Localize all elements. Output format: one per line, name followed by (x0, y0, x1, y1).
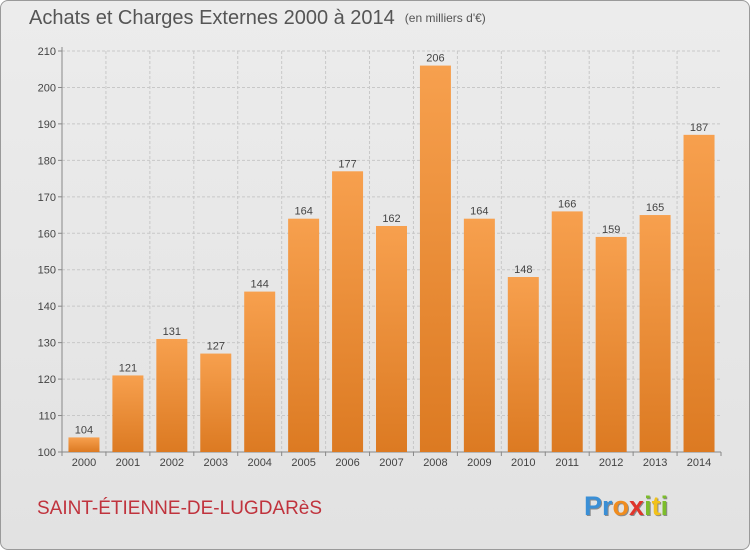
y-tick-label: 170 (38, 192, 56, 204)
chart-title-block: Achats et Charges Externes 2000 à 2014 (e… (29, 7, 486, 30)
y-tick-label: 130 (38, 338, 56, 350)
proxiti-logo[interactable]: Proxiti (584, 491, 668, 522)
x-tick-label: 2007 (379, 457, 403, 469)
bar (332, 171, 364, 453)
bar-value-label: 165 (646, 202, 664, 214)
y-tick-label: 100 (38, 447, 56, 459)
bar (595, 236, 627, 452)
x-tick-label: 2014 (687, 457, 711, 469)
bars (68, 65, 715, 453)
logo-letter: i (644, 491, 652, 521)
bar-value-label: 164 (470, 206, 488, 218)
bar-value-label: 162 (382, 213, 400, 225)
bar (68, 437, 100, 452)
y-tick-label: 150 (38, 265, 56, 277)
bar-value-label: 121 (119, 362, 137, 374)
logo-letter: t (651, 491, 661, 521)
bar (200, 353, 232, 452)
location-name: SAINT-ÉTIENNE-DE-LUGDARèS (37, 498, 323, 519)
x-tick-label: 2005 (291, 457, 315, 469)
x-tick-label: 2006 (335, 457, 359, 469)
y-tick-label: 120 (38, 374, 56, 386)
bar-value-label: 131 (163, 326, 181, 338)
x-tick-label: 2008 (423, 457, 447, 469)
y-tick-label: 110 (38, 411, 56, 423)
bar (244, 291, 276, 452)
y-tick-label: 190 (38, 119, 56, 131)
logo-letter: x (629, 491, 645, 521)
y-tick-label: 140 (38, 301, 56, 313)
bar (419, 65, 451, 452)
chart-subtitle: (en milliers d'€) (404, 11, 486, 25)
bar-value-label: 206 (426, 53, 444, 65)
y-tick-label: 210 (38, 46, 56, 58)
bar-value-label: 187 (690, 122, 708, 134)
x-tick-label: 2004 (247, 457, 271, 469)
bar (507, 277, 539, 452)
x-tick-label: 2009 (467, 457, 491, 469)
bar (376, 225, 407, 452)
logo-letter: i (660, 491, 669, 521)
bar-value-label: 144 (251, 279, 269, 291)
y-tick-label: 160 (38, 228, 56, 240)
x-tick-label: 2010 (511, 457, 535, 469)
y-tick-label: 180 (38, 155, 56, 167)
bar (683, 134, 715, 452)
bar (112, 375, 144, 452)
x-tick-label: 2001 (116, 457, 140, 469)
x-tick-label: 2000 (72, 457, 96, 469)
logo-letter: P (584, 491, 603, 521)
gridlines (62, 50, 721, 452)
bar-value-label: 177 (338, 158, 356, 170)
bar-value-label: 164 (294, 206, 312, 218)
bar-value-label: 127 (207, 341, 225, 353)
x-tick-label: 2011 (555, 457, 579, 469)
bar-value-label: 148 (514, 264, 532, 276)
logo-letter: r (602, 491, 613, 521)
x-tick-label: 2003 (204, 457, 228, 469)
labels: 100 110 120 130 140 150 160 170 180 190 200 210 104 2… (38, 46, 712, 469)
x-tick-label: 2002 (160, 457, 184, 469)
bar (156, 338, 188, 452)
y-tick-label: 200 (38, 82, 56, 94)
chart-title: Achats et Charges Externes 2000 à 2014 (29, 7, 395, 29)
bar-value-label: 104 (75, 424, 93, 436)
bar (551, 211, 583, 452)
bar-value-label: 166 (558, 198, 576, 210)
bar (288, 218, 320, 452)
x-tick-label: 2012 (599, 457, 623, 469)
bar-value-label: 159 (602, 224, 620, 236)
x-tick-label: 2013 (643, 457, 667, 469)
bar (463, 218, 495, 452)
logo-letter: o (612, 491, 630, 521)
bar (639, 215, 671, 452)
